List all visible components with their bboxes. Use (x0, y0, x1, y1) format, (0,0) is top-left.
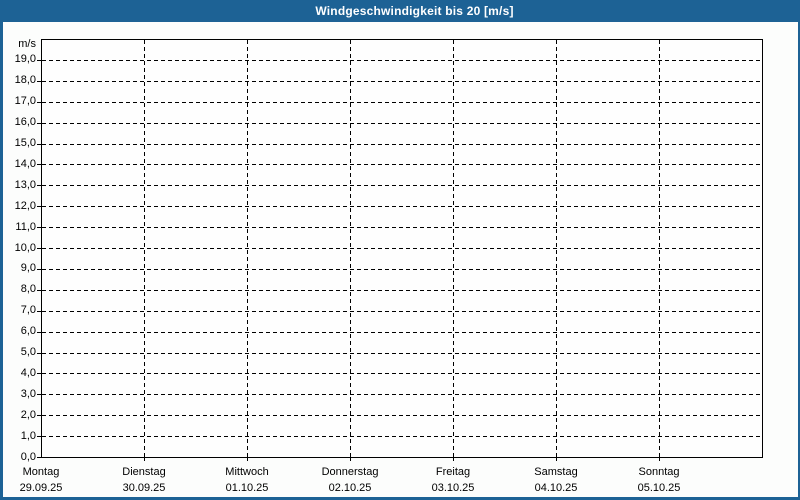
x-date-label: 30.09.25 (122, 482, 166, 494)
frame-border-bottom (0, 497, 800, 500)
x-date-label: 02.10.25 (328, 482, 372, 494)
y-tick-label: 14,0 (14, 158, 36, 170)
y-tick-label: 5,0 (20, 346, 36, 358)
y-tick-label: 0,0 (20, 451, 36, 463)
y-tick-label: 9,0 (20, 262, 36, 274)
x-date-label: 05.10.25 (637, 482, 681, 494)
x-day-label: Samstag (534, 466, 578, 478)
x-date-label: 04.10.25 (534, 482, 578, 494)
y-tick-label: 2,0 (20, 409, 36, 421)
y-tick-label: 3,0 (20, 388, 36, 400)
x-date-label: 01.10.25 (225, 482, 269, 494)
frame-border-left (0, 0, 3, 500)
y-tick-label: 4,0 (20, 367, 36, 379)
window-title: Windgeschwindigkeit bis 20 [m/s] (315, 4, 514, 18)
y-tick-label: 16,0 (14, 116, 36, 128)
x-day-label: Mittwoch (225, 466, 269, 478)
x-date-label: 03.10.25 (431, 482, 475, 494)
y-tick-label: 19,0 (14, 53, 36, 65)
x-day-label: Sonntag (638, 466, 680, 478)
y-tick-label: 15,0 (14, 137, 36, 149)
y-tick-label: 18,0 (14, 74, 36, 86)
y-tick-label: 6,0 (20, 325, 36, 337)
y-tick-label: 13,0 (14, 179, 36, 191)
x-day-label: Donnerstag (321, 466, 379, 478)
titlebar: Windgeschwindigkeit bis 20 [m/s] (0, 0, 800, 22)
y-tick-label: 8,0 (20, 283, 36, 295)
y-tick-label: 12,0 (14, 200, 36, 212)
x-date-label: 29.09.25 (19, 482, 63, 494)
x-day-label: Freitag (435, 466, 471, 478)
y-tick-label: 10,0 (14, 242, 36, 254)
y-tick-label: 1,0 (20, 430, 36, 442)
x-day-label: Dienstag (122, 466, 166, 478)
y-tick-label: 17,0 (14, 95, 36, 107)
frame-border-right (798, 0, 800, 500)
y-axis-unit: m/s (18, 38, 36, 50)
x-day-label: Montag (22, 466, 60, 478)
y-tick-label: 7,0 (20, 304, 36, 316)
y-tick-label: 11,0 (15, 221, 36, 233)
